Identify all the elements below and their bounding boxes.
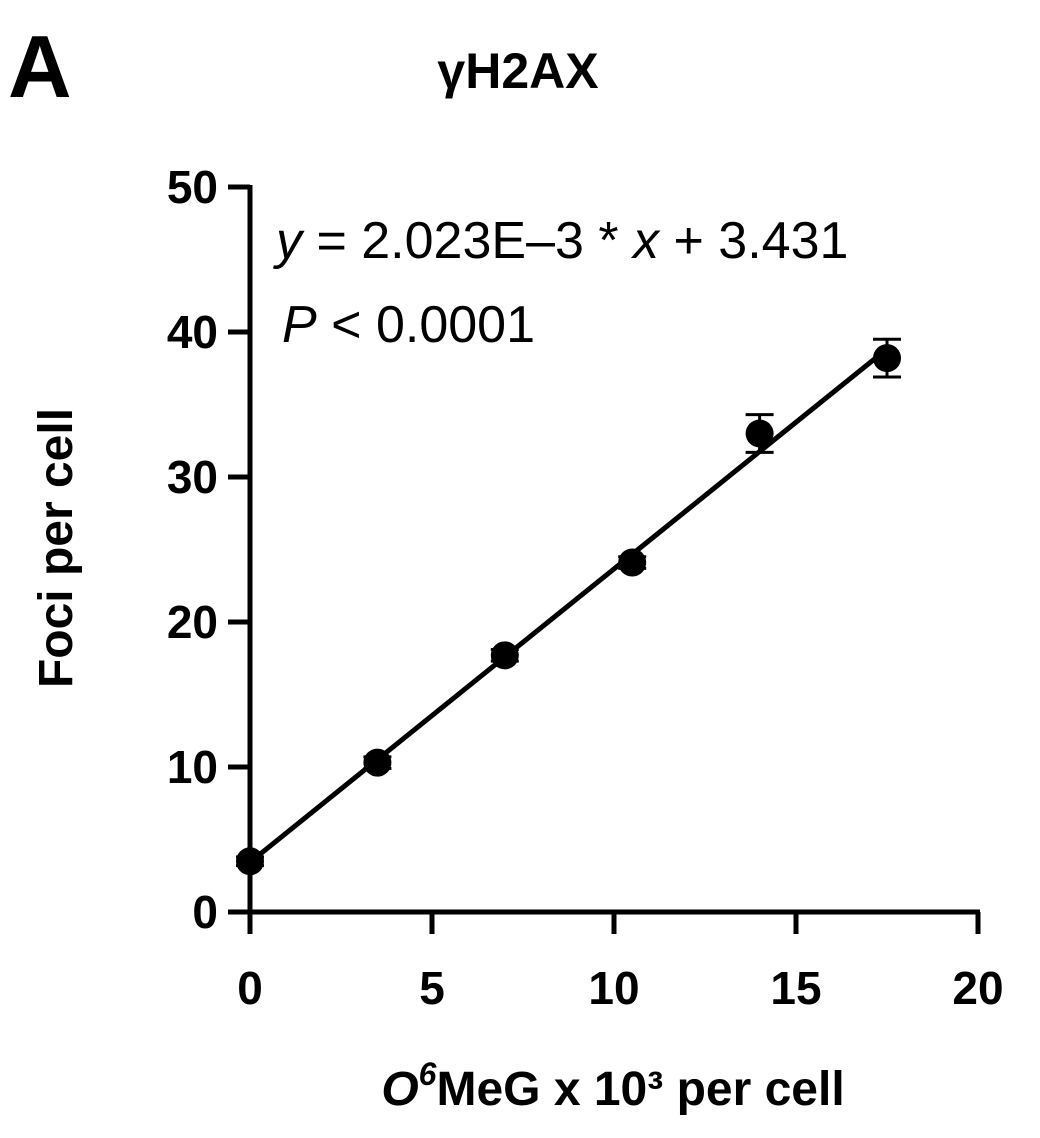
x-axis-label-superscript: 6: [419, 1056, 437, 1092]
p-value: P < 0.0001: [282, 296, 535, 354]
y-tick-label: 20: [167, 596, 218, 648]
p-value-p: P: [282, 296, 317, 354]
y-axis-label: Foci per cell: [30, 408, 83, 688]
data-point: [363, 748, 392, 777]
data-point: [490, 641, 519, 670]
y-tick-label: 30: [167, 451, 218, 503]
y-tick-label: 40: [167, 306, 218, 358]
data-point: [873, 344, 901, 373]
x-tick-label: 15: [770, 962, 821, 1014]
data-point: [236, 847, 264, 876]
p-value-rest: < 0.0001: [317, 296, 535, 354]
y-tick-label: 50: [167, 161, 218, 213]
equation-end: + 3.431: [659, 212, 848, 270]
x-axis-label-o: O: [381, 1063, 418, 1116]
regression-line: [248, 346, 889, 865]
equation-mid: = 2.023E–3 *: [302, 212, 633, 270]
regression-equation: y = 2.023E–3 * x + 3.431: [273, 212, 848, 270]
y-tick-label: 10: [167, 741, 218, 793]
x-axis-label-rest: MeG x 10³ per cell: [436, 1063, 844, 1116]
equation-y: y: [273, 212, 305, 270]
x-axis-label: O6MeG x 10³ per cell: [381, 1056, 844, 1116]
equation-x: x: [630, 212, 661, 270]
data-point: [745, 419, 774, 448]
x-tick-label: 5: [419, 962, 445, 1014]
panel-label: A: [8, 17, 72, 116]
x-tick-label: 20: [952, 962, 1003, 1014]
x-tick-label: 0: [237, 962, 263, 1014]
plot-area: 0 10 20 30 40 50 0 5 10 15 20: [167, 161, 1004, 1014]
chart-title: γH2AX: [437, 43, 598, 99]
x-tick-label: 10: [588, 962, 639, 1014]
data-point: [618, 548, 647, 577]
y-tick-label: 0: [192, 886, 218, 938]
